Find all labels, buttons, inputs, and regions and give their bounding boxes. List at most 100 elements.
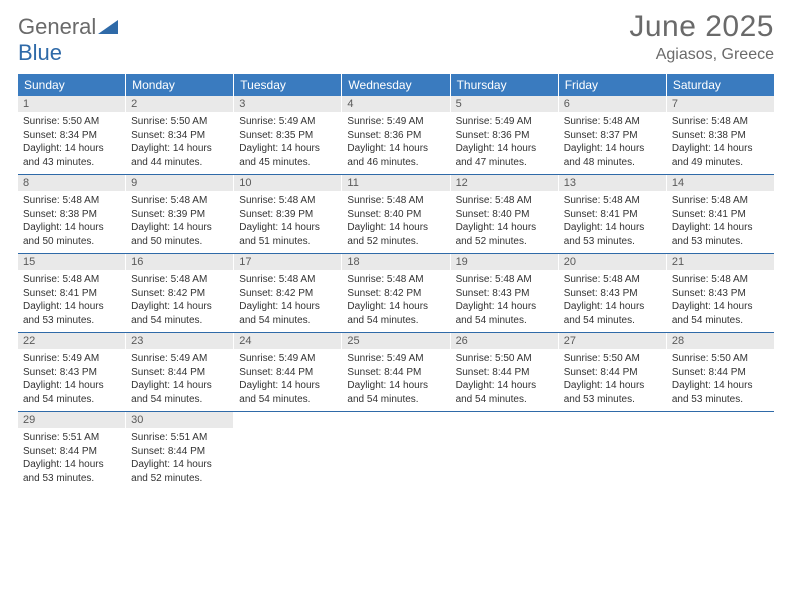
dow-thu: Thursday (451, 74, 559, 96)
dow-sat: Saturday (667, 74, 774, 96)
day-body: Sunrise: 5:48 AMSunset: 8:38 PMDaylight:… (18, 191, 125, 253)
day-body: Sunrise: 5:48 AMSunset: 8:41 PMDaylight:… (667, 191, 774, 253)
day-cell: 28Sunrise: 5:50 AMSunset: 8:44 PMDayligh… (667, 333, 774, 411)
week-row: 1Sunrise: 5:50 AMSunset: 8:34 PMDaylight… (18, 96, 774, 174)
sunrise-text: Sunrise: 5:48 AM (347, 273, 444, 287)
day-body: Sunrise: 5:48 AMSunset: 8:42 PMDaylight:… (126, 270, 233, 332)
day-cell: 29Sunrise: 5:51 AMSunset: 8:44 PMDayligh… (18, 412, 126, 490)
daylight-line2: and 49 minutes. (672, 156, 769, 170)
daylight-line1: Daylight: 14 hours (239, 300, 336, 314)
sunset-text: Sunset: 8:36 PM (456, 129, 553, 143)
day-number: 4 (342, 96, 449, 112)
daylight-line2: and 47 minutes. (456, 156, 553, 170)
sunrise-text: Sunrise: 5:48 AM (347, 194, 444, 208)
sunset-text: Sunset: 8:39 PM (239, 208, 336, 222)
sunset-text: Sunset: 8:40 PM (456, 208, 553, 222)
day-body: Sunrise: 5:49 AMSunset: 8:43 PMDaylight:… (18, 349, 125, 411)
logo-text-general: General (18, 14, 96, 39)
day-cell: 19Sunrise: 5:48 AMSunset: 8:43 PMDayligh… (451, 254, 559, 332)
daylight-line2: and 54 minutes. (456, 314, 553, 328)
sunrise-text: Sunrise: 5:48 AM (564, 115, 661, 129)
daylight-line1: Daylight: 14 hours (456, 221, 553, 235)
sunset-text: Sunset: 8:38 PM (23, 208, 120, 222)
daylight-line2: and 53 minutes. (564, 235, 661, 249)
day-number: 16 (126, 254, 233, 270)
day-number: 1 (18, 96, 125, 112)
day-body: Sunrise: 5:51 AMSunset: 8:44 PMDaylight:… (126, 428, 233, 490)
logo-triangle-icon (98, 20, 118, 34)
sunset-text: Sunset: 8:44 PM (347, 366, 444, 380)
day-number: 19 (451, 254, 558, 270)
daylight-line1: Daylight: 14 hours (131, 379, 228, 393)
daylight-line1: Daylight: 14 hours (347, 221, 444, 235)
daylight-line1: Daylight: 14 hours (564, 300, 661, 314)
day-body: Sunrise: 5:48 AMSunset: 8:38 PMDaylight:… (667, 112, 774, 174)
daylight-line2: and 46 minutes. (347, 156, 444, 170)
day-number: 8 (18, 175, 125, 191)
logo: General Blue (18, 14, 118, 66)
day-number: 28 (667, 333, 774, 349)
location-text: Agiasos, Greece (629, 46, 774, 64)
sunset-text: Sunset: 8:34 PM (131, 129, 228, 143)
dow-sun: Sunday (18, 74, 126, 96)
day-cell: 30Sunrise: 5:51 AMSunset: 8:44 PMDayligh… (126, 412, 234, 490)
sunrise-text: Sunrise: 5:48 AM (239, 194, 336, 208)
daylight-line2: and 53 minutes. (23, 314, 120, 328)
day-cell: 2Sunrise: 5:50 AMSunset: 8:34 PMDaylight… (126, 96, 234, 174)
sunrise-text: Sunrise: 5:50 AM (672, 352, 769, 366)
dow-mon: Monday (126, 74, 234, 96)
day-cell: 23Sunrise: 5:49 AMSunset: 8:44 PMDayligh… (126, 333, 234, 411)
week-row: 8Sunrise: 5:48 AMSunset: 8:38 PMDaylight… (18, 174, 774, 253)
day-body: Sunrise: 5:50 AMSunset: 8:44 PMDaylight:… (451, 349, 558, 411)
sunset-text: Sunset: 8:44 PM (23, 445, 120, 459)
sunrise-text: Sunrise: 5:49 AM (131, 352, 228, 366)
daylight-line1: Daylight: 14 hours (564, 142, 661, 156)
day-body: Sunrise: 5:49 AMSunset: 8:44 PMDaylight:… (126, 349, 233, 411)
daylight-line1: Daylight: 14 hours (131, 300, 228, 314)
day-number: 9 (126, 175, 233, 191)
sunset-text: Sunset: 8:44 PM (131, 366, 228, 380)
day-number: 20 (559, 254, 666, 270)
day-cell: 21Sunrise: 5:48 AMSunset: 8:43 PMDayligh… (667, 254, 774, 332)
daylight-line1: Daylight: 14 hours (456, 300, 553, 314)
sunrise-text: Sunrise: 5:48 AM (564, 194, 661, 208)
day-number: 27 (559, 333, 666, 349)
daylight-line2: and 54 minutes. (131, 393, 228, 407)
day-body: Sunrise: 5:49 AMSunset: 8:36 PMDaylight:… (451, 112, 558, 174)
dow-fri: Friday (559, 74, 667, 96)
daylight-line2: and 54 minutes. (239, 393, 336, 407)
day-body: Sunrise: 5:48 AMSunset: 8:41 PMDaylight:… (18, 270, 125, 332)
daylight-line2: and 52 minutes. (131, 472, 228, 486)
day-number: 2 (126, 96, 233, 112)
sunrise-text: Sunrise: 5:51 AM (131, 431, 228, 445)
day-number: 7 (667, 96, 774, 112)
sunrise-text: Sunrise: 5:49 AM (239, 115, 336, 129)
day-cell: 24Sunrise: 5:49 AMSunset: 8:44 PMDayligh… (234, 333, 342, 411)
sunrise-text: Sunrise: 5:48 AM (131, 273, 228, 287)
daylight-line2: and 53 minutes. (564, 393, 661, 407)
day-body: Sunrise: 5:51 AMSunset: 8:44 PMDaylight:… (18, 428, 125, 490)
header: General Blue June 2025 Agiasos, Greece (18, 10, 774, 66)
day-cell: 15Sunrise: 5:48 AMSunset: 8:41 PMDayligh… (18, 254, 126, 332)
day-number: 15 (18, 254, 125, 270)
daylight-line1: Daylight: 14 hours (672, 300, 769, 314)
sunrise-text: Sunrise: 5:48 AM (23, 273, 120, 287)
sunrise-text: Sunrise: 5:50 AM (456, 352, 553, 366)
daylight-line1: Daylight: 14 hours (23, 142, 120, 156)
sunrise-text: Sunrise: 5:50 AM (23, 115, 120, 129)
day-number: 24 (234, 333, 341, 349)
daylight-line1: Daylight: 14 hours (131, 142, 228, 156)
daylight-line1: Daylight: 14 hours (239, 142, 336, 156)
day-cell: 5Sunrise: 5:49 AMSunset: 8:36 PMDaylight… (451, 96, 559, 174)
daylight-line1: Daylight: 14 hours (672, 221, 769, 235)
day-cell: 25Sunrise: 5:49 AMSunset: 8:44 PMDayligh… (342, 333, 450, 411)
daylight-line2: and 52 minutes. (347, 235, 444, 249)
daylight-line2: and 43 minutes. (23, 156, 120, 170)
daylight-line1: Daylight: 14 hours (239, 221, 336, 235)
sunset-text: Sunset: 8:41 PM (672, 208, 769, 222)
day-body: Sunrise: 5:49 AMSunset: 8:36 PMDaylight:… (342, 112, 449, 174)
sunrise-text: Sunrise: 5:49 AM (347, 115, 444, 129)
sunset-text: Sunset: 8:41 PM (23, 287, 120, 301)
daylight-line1: Daylight: 14 hours (23, 379, 120, 393)
daylight-line1: Daylight: 14 hours (23, 221, 120, 235)
